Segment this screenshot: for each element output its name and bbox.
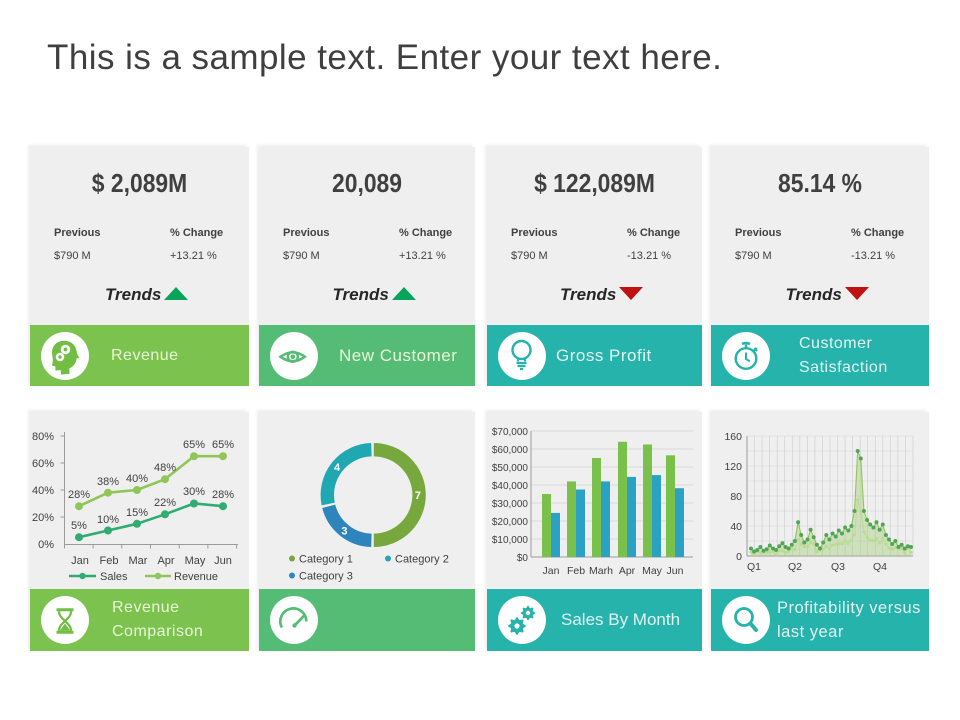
svg-text:Category 1: Category 1: [299, 554, 353, 566]
svg-text:Jun: Jun: [214, 555, 232, 567]
svg-text:Category 2: Category 2: [395, 554, 449, 566]
svg-text:160: 160: [724, 431, 742, 443]
svg-text:20%: 20%: [32, 512, 54, 524]
svg-text:30%: 30%: [183, 486, 205, 498]
svg-text:7: 7: [415, 490, 421, 502]
svg-text:$30,000: $30,000: [492, 499, 529, 510]
svg-text:65%: 65%: [212, 439, 234, 451]
svg-text:22%: 22%: [154, 497, 176, 509]
svg-text:$60,000: $60,000: [492, 445, 529, 456]
svg-text:Category 3: Category 3: [299, 571, 353, 583]
svg-text:Feb: Feb: [100, 555, 119, 567]
svg-text:48%: 48%: [154, 462, 176, 474]
svg-text:$50,000: $50,000: [492, 463, 529, 474]
svg-text:Q4: Q4: [873, 561, 887, 573]
svg-text:Mar: Mar: [129, 555, 148, 567]
svg-text:Revenue: Revenue: [174, 571, 218, 583]
svg-text:Jun: Jun: [667, 565, 684, 577]
svg-text:40: 40: [730, 521, 742, 533]
svg-text:Apr: Apr: [157, 555, 174, 567]
svg-text:0: 0: [736, 551, 742, 563]
svg-text:Q3: Q3: [831, 561, 845, 573]
svg-text:38%: 38%: [97, 476, 119, 488]
svg-text:$70,000: $70,000: [492, 427, 529, 438]
svg-text:80: 80: [730, 491, 742, 503]
svg-text:60%: 60%: [32, 458, 54, 470]
svg-text:Q1: Q1: [747, 561, 761, 573]
svg-text:Apr: Apr: [619, 565, 636, 577]
svg-text:Sales: Sales: [100, 571, 128, 583]
svg-text:Jan: Jan: [543, 565, 560, 577]
svg-text:4: 4: [334, 462, 341, 474]
svg-text:3: 3: [341, 526, 347, 538]
svg-text:0%: 0%: [38, 539, 54, 551]
svg-text:40%: 40%: [32, 485, 54, 497]
svg-text:28%: 28%: [212, 489, 234, 501]
svg-text:65%: 65%: [183, 439, 205, 451]
svg-text:$0: $0: [517, 553, 529, 564]
svg-text:5%: 5%: [71, 520, 87, 532]
svg-text:May: May: [642, 565, 663, 577]
svg-text:$40,000: $40,000: [492, 481, 529, 492]
svg-text:10%: 10%: [97, 514, 119, 526]
svg-text:Jan: Jan: [71, 555, 89, 567]
svg-text:Feb: Feb: [567, 565, 585, 577]
svg-text:Q2: Q2: [788, 561, 802, 573]
svg-text:Marh: Marh: [589, 565, 613, 577]
svg-text:28%: 28%: [68, 489, 90, 501]
svg-text:40%: 40%: [126, 473, 148, 485]
svg-text:May: May: [185, 555, 206, 567]
svg-text:$10,000: $10,000: [492, 535, 529, 546]
svg-text:80%: 80%: [32, 431, 54, 443]
svg-text:$20,000: $20,000: [492, 517, 529, 528]
svg-text:15%: 15%: [126, 507, 148, 519]
svg-text:120: 120: [724, 461, 742, 473]
